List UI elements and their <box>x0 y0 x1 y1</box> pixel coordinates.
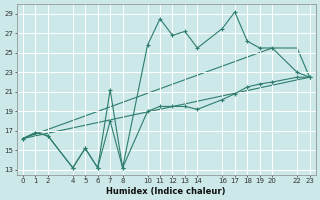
X-axis label: Humidex (Indice chaleur): Humidex (Indice chaleur) <box>107 187 226 196</box>
